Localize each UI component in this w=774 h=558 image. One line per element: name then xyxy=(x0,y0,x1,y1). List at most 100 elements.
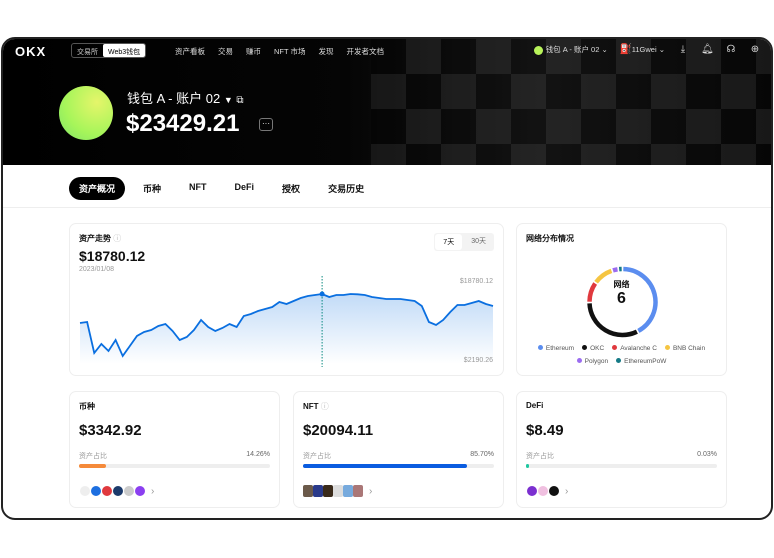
ratio-value: 85.70% xyxy=(470,451,494,458)
legend-item: BNB Chain xyxy=(664,345,705,352)
ratio-bar-fill xyxy=(79,464,107,468)
info-icon[interactable]: ⓘ xyxy=(113,234,122,243)
trend-date: 2023/01/08 xyxy=(79,266,115,273)
asset-icons[interactable]: › xyxy=(526,485,568,497)
legend-item: Polygon xyxy=(576,358,608,365)
legend-item: EthereumPoW xyxy=(616,358,666,365)
tab-overview[interactable]: 资产概况 xyxy=(69,177,126,200)
info-icon[interactable]: ⓘ xyxy=(320,402,329,411)
tab-defi[interactable]: DeFi xyxy=(234,182,255,192)
range-7d[interactable]: 7天 xyxy=(435,234,463,250)
wallet-name: 钱包 A - 账户 02 xyxy=(127,91,221,106)
asset-thumb-icon xyxy=(353,485,363,497)
menu-nft-market[interactable]: NFT 市场 xyxy=(274,47,306,56)
donut-slice-okc xyxy=(587,303,638,338)
defi-summary-card[interactable]: DeFi $8.49 资产占比 0.03% › xyxy=(516,391,727,508)
chevron-right-icon[interactable]: › xyxy=(565,485,569,497)
ratio-bar xyxy=(303,464,494,468)
network-distribution-card: 网络分布情况 网络 6 Ethereum OKC Avalanche C BNB… xyxy=(516,223,727,376)
tab-history[interactable]: 交易历史 xyxy=(328,184,365,194)
ratio-label: 资产占比 xyxy=(526,453,554,460)
app-window: OKX 交易所 Web3钱包 资产看板 交易 赚币 NFT 市场 发现 开发者文… xyxy=(1,37,773,520)
wallet-selector-label: 钱包 A - 账户 02 xyxy=(545,45,600,54)
asset-thumb-icon xyxy=(548,485,560,497)
copy-icon[interactable]: ⧉ xyxy=(236,95,244,106)
ratio-value: 14.26% xyxy=(246,451,270,458)
card-title: 币种 xyxy=(79,402,95,411)
section-tabs: 资产概况 币种 NFT DeFi 授权 交易历史 xyxy=(69,177,374,200)
card-value: $3342.92 xyxy=(79,422,142,439)
menu-discover[interactable]: 发现 xyxy=(318,47,334,56)
range-30d[interactable]: 30天 xyxy=(471,238,486,245)
ratio-label: 资产占比 xyxy=(79,453,107,460)
asset-icons[interactable]: › xyxy=(79,485,154,497)
asset-thumb-icon xyxy=(303,485,313,497)
cursor-point xyxy=(319,291,325,297)
legend-item: Avalanche C xyxy=(612,345,657,352)
asset-trend-card: 资产走势 ⓘ 7天 30天 $18780.12 2023/01/08 $1878… xyxy=(69,223,504,376)
card-value: $20094.11 xyxy=(303,422,374,439)
token-summary-card[interactable]: 币种 $3342.92 资产占比 14.26% › xyxy=(69,391,280,508)
chevron-right-icon[interactable]: › xyxy=(369,485,373,497)
tab-tokens[interactable]: 币种 xyxy=(143,184,162,194)
globe-icon[interactable]: ⊕ xyxy=(750,44,760,55)
donut-center-label: 网络 xyxy=(613,280,630,289)
donut-slice-avalanche-c xyxy=(587,282,598,302)
okx-logo[interactable]: OKX xyxy=(15,44,47,59)
donut-slice-ethereum xyxy=(623,266,658,333)
more-button[interactable]: ··· xyxy=(259,118,273,131)
wallet-name-selector[interactable]: 钱包 A - 账户 02 ▼ ⧉ xyxy=(127,88,244,107)
legend-row-2: Polygon EthereumPoW xyxy=(517,358,726,365)
tab-nft[interactable]: NFT xyxy=(189,182,207,192)
headset-icon[interactable]: ☊ xyxy=(726,44,736,55)
ratio-bar-fill xyxy=(526,464,529,468)
tab-exchange[interactable]: 交易所 xyxy=(77,49,98,56)
asset-thumb-icon xyxy=(333,485,343,497)
donut-slice-polygon xyxy=(612,267,618,273)
wallet-selector[interactable]: 钱包 A - 账户 02 ⌄ xyxy=(533,44,608,55)
legend-item: Ethereum xyxy=(537,345,574,352)
top-nav: OKX 交易所 Web3钱包 资产看板 交易 赚币 NFT 市场 发现 开发者文… xyxy=(3,39,771,63)
bell-icon[interactable]: 🔔︎ xyxy=(701,44,714,55)
trend-chart[interactable] xyxy=(70,224,505,377)
menu-dashboard[interactable]: 资产看板 xyxy=(175,47,205,56)
ratio-bar xyxy=(79,464,270,468)
asset-thumb-icon xyxy=(343,485,353,497)
menu-earn[interactable]: 赚币 xyxy=(246,47,261,56)
ratio-label: 资产占比 xyxy=(303,453,331,460)
wallet-header: OKX 交易所 Web3钱包 资产看板 交易 赚币 NFT 市场 发现 开发者文… xyxy=(3,39,771,165)
range-toggle: 7天 30天 xyxy=(434,233,494,251)
trend-line xyxy=(79,293,494,358)
chevron-right-icon[interactable]: › xyxy=(151,485,155,497)
download-icon[interactable]: ⤓ xyxy=(680,44,686,55)
divider xyxy=(3,207,771,208)
wallet-avatar-icon xyxy=(533,45,543,55)
min-label: $2190.26 xyxy=(463,357,493,364)
tab-approvals[interactable]: 授权 xyxy=(282,184,301,194)
network-donut-chart xyxy=(587,266,658,338)
card-title: NFT ⓘ xyxy=(303,402,329,411)
menu-dev-docs[interactable]: 开发者文档 xyxy=(346,47,385,56)
nft-summary-card[interactable]: NFT ⓘ $20094.11 资产占比 85.70% › xyxy=(293,391,504,508)
menu-trade[interactable]: 交易 xyxy=(218,47,233,56)
card-title: DeFi xyxy=(526,401,544,410)
gas-label: 11Gwei xyxy=(631,45,657,54)
header-pattern xyxy=(371,39,771,165)
trend-value: $18780.12 xyxy=(79,248,146,264)
exchange-web3-switch: 交易所 Web3钱包 xyxy=(71,43,147,58)
tab-web3-wallet[interactable]: Web3钱包 xyxy=(103,44,146,57)
gas-selector[interactable]: ⛽11Gwei ⌄ xyxy=(619,44,665,55)
card-value: $8.49 xyxy=(526,422,564,439)
legend-dot xyxy=(612,345,618,350)
asset-icons[interactable]: › xyxy=(303,485,372,497)
gas-pump-icon: ⛽ xyxy=(619,44,633,55)
asset-thumb-icon xyxy=(134,485,146,497)
trend-title: 资产走势 ⓘ xyxy=(79,234,122,243)
caret-down-icon: ▼ xyxy=(223,95,233,105)
donut-slice-bnb-chain xyxy=(594,268,613,284)
asset-thumb-icon xyxy=(313,485,323,497)
ratio-bar-fill xyxy=(303,464,467,468)
wallet-avatar xyxy=(59,86,113,140)
ratio-value: 0.03% xyxy=(697,451,717,458)
legend-dot xyxy=(664,345,670,350)
